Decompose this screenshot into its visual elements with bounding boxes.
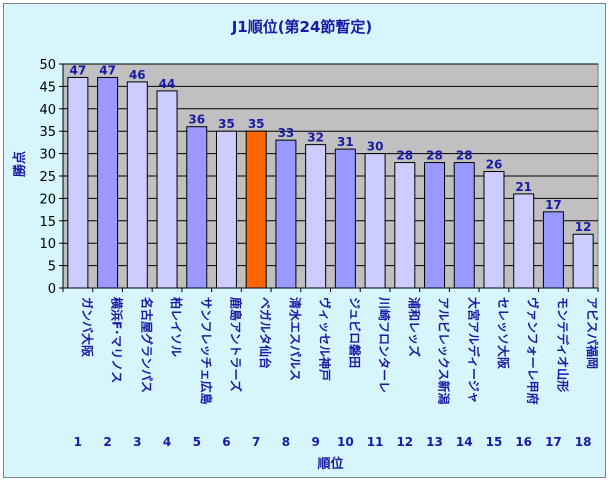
team-label: ヴァンフォーレ甲府 [526, 297, 541, 405]
team-label: ジュビロ磐田 [347, 297, 362, 368]
bar [513, 193, 535, 289]
data-label: 21 [515, 180, 532, 194]
x-axis-title: 順位 [317, 456, 343, 472]
chart-title: J1順位(第24節暫定) [231, 18, 373, 36]
team-label: ガンバ大阪 [80, 297, 95, 358]
bars [67, 76, 594, 289]
y-tick-label: 0 [48, 282, 56, 297]
chart-area: J1順位(第24節暫定) 0 5 10 15 20 25 30 35 40 45 50 47 47 46… [3, 3, 606, 478]
y-tick-label: 40 [39, 103, 56, 118]
x-tick-label: 17 [545, 435, 562, 449]
data-label: 36 [188, 113, 205, 127]
y-tick-label: 20 [39, 192, 56, 207]
bar [275, 139, 297, 289]
x-tick-label: 8 [282, 435, 290, 449]
x-tick-label: 13 [426, 435, 443, 449]
data-label: 31 [337, 135, 354, 149]
bar [334, 148, 356, 289]
team-label: 大宮アルディージャ [466, 297, 481, 403]
data-label: 46 [129, 68, 146, 82]
y-axis-title: 勝点 [12, 151, 28, 177]
bar [215, 130, 237, 289]
x-tick-label: 5 [193, 435, 201, 449]
y-tick-label: 15 [39, 215, 56, 230]
data-label: 47 [70, 63, 87, 77]
x-tick-label: 11 [367, 435, 384, 449]
team-label: アビスパ福岡 [585, 297, 600, 369]
x-tick-label: 2 [103, 435, 111, 449]
bar [483, 171, 505, 289]
team-label: セレッソ大阪 [496, 297, 511, 370]
x-tick-label: 10 [337, 435, 354, 449]
team-labels: ガンバ大阪 横浜F･マリノス 名古屋グランパス 柏レイソル サンフレッチェ広島 鹿島アント… [80, 296, 600, 405]
bar [424, 162, 446, 289]
team-label: サンフレッチェ広島 [199, 297, 214, 405]
team-label: 横浜F･マリノス [110, 297, 125, 383]
data-label: 28 [426, 149, 443, 163]
bar [97, 76, 119, 289]
x-tick-label: 14 [456, 435, 473, 449]
bar [186, 126, 208, 289]
y-tick-label: 35 [39, 125, 56, 140]
data-label: 35 [248, 117, 265, 131]
x-tick-label: 1 [74, 435, 82, 449]
data-label: 28 [456, 149, 473, 163]
data-label: 26 [486, 158, 503, 172]
team-label: 柏レイソル [169, 297, 184, 357]
team-label: ベガルタ仙台 [258, 297, 273, 369]
bar [572, 233, 594, 289]
bar [126, 81, 148, 289]
team-label: モンテディオ山形 [555, 297, 570, 392]
x-tick-label: 18 [575, 435, 592, 449]
team-label: 川崎フロンターレ [377, 296, 392, 393]
data-label: 33 [278, 126, 295, 140]
team-label: 名古屋グランパス [139, 297, 154, 393]
bar [453, 162, 475, 289]
y-axis-ticks: 0 5 10 15 20 25 30 35 40 45 50 [39, 58, 598, 297]
data-labels: 47 47 46 44 36 35 35 33 32 31 30 28 28 28 26 21 17 12 [70, 63, 592, 234]
y-tick-label: 25 [39, 170, 56, 185]
x-tick-label: 4 [163, 435, 171, 449]
bar [245, 130, 267, 289]
y-tick-label: 30 [39, 148, 56, 163]
x-tick-label: 9 [311, 435, 319, 449]
data-label: 30 [367, 140, 384, 154]
y-tick-label: 50 [39, 58, 56, 73]
data-label: 17 [545, 198, 562, 212]
team-label: 浦和レッズ [407, 297, 422, 357]
team-label: 鹿島アントラーズ [228, 297, 243, 392]
team-label: ヴィッセル神戸 [318, 297, 333, 381]
x-tick-label: 12 [396, 435, 413, 449]
team-label: アルビレックス新潟 [437, 297, 452, 405]
y-tick-label: 45 [39, 80, 56, 95]
data-label: 47 [99, 63, 116, 77]
x-tick-label: 7 [252, 435, 260, 449]
data-label: 32 [307, 131, 324, 145]
x-tick-label: 15 [486, 435, 503, 449]
data-label: 12 [575, 220, 592, 234]
bar [156, 90, 178, 289]
bar [305, 144, 327, 289]
y-tick-label: 5 [48, 260, 56, 275]
x-tick-label: 16 [515, 435, 532, 449]
team-label: 清水エスパルス [288, 297, 303, 381]
bar [542, 211, 564, 289]
x-tick-label: 6 [222, 435, 230, 449]
y-tick-label: 10 [39, 237, 56, 252]
x-tick-label: 3 [133, 435, 141, 449]
data-label: 28 [396, 149, 413, 163]
bar [394, 162, 416, 289]
data-label: 35 [218, 117, 235, 131]
bar [67, 76, 89, 289]
x-axis-ticks: 1 2 3 4 5 6 7 8 9 10 11 12 13 14 15 16 17 18 [62, 288, 599, 449]
data-label: 44 [159, 77, 176, 91]
bar [364, 153, 386, 289]
